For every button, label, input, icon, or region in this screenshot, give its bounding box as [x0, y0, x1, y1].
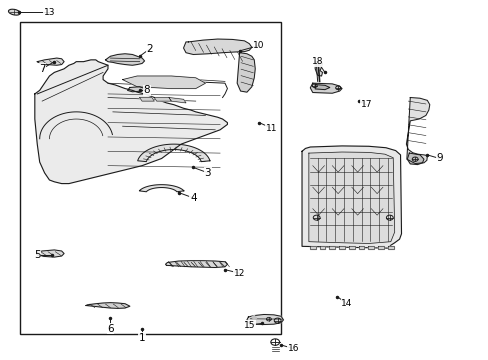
- Polygon shape: [358, 246, 364, 249]
- Polygon shape: [168, 98, 185, 103]
- Text: 17: 17: [360, 100, 371, 109]
- Polygon shape: [35, 60, 227, 184]
- Polygon shape: [183, 39, 251, 54]
- Polygon shape: [122, 76, 205, 89]
- Text: 3: 3: [204, 168, 211, 178]
- Text: 2: 2: [146, 44, 152, 54]
- Text: 12: 12: [233, 269, 245, 278]
- Polygon shape: [37, 58, 64, 65]
- Polygon shape: [407, 153, 423, 165]
- Polygon shape: [105, 54, 144, 65]
- Polygon shape: [387, 246, 393, 249]
- Polygon shape: [127, 87, 144, 92]
- Polygon shape: [348, 246, 354, 249]
- Polygon shape: [406, 98, 429, 163]
- Text: 16: 16: [287, 344, 298, 353]
- Polygon shape: [308, 152, 394, 243]
- Polygon shape: [302, 146, 401, 248]
- Text: 9: 9: [435, 153, 442, 163]
- Polygon shape: [251, 316, 256, 320]
- Polygon shape: [315, 85, 329, 90]
- Polygon shape: [154, 98, 171, 101]
- Polygon shape: [367, 246, 373, 249]
- Text: 6: 6: [107, 324, 114, 334]
- Polygon shape: [310, 83, 341, 93]
- Polygon shape: [140, 98, 154, 101]
- Text: 13: 13: [43, 8, 55, 17]
- Polygon shape: [246, 315, 283, 324]
- Text: 7: 7: [39, 64, 45, 74]
- Text: 14: 14: [341, 299, 352, 308]
- Polygon shape: [309, 246, 315, 249]
- Polygon shape: [377, 246, 383, 249]
- Polygon shape: [138, 144, 209, 162]
- Text: 1: 1: [139, 333, 145, 343]
- Ellipse shape: [8, 9, 20, 15]
- Polygon shape: [37, 250, 64, 257]
- Text: 11: 11: [265, 123, 277, 132]
- Polygon shape: [237, 53, 255, 92]
- Text: 5: 5: [34, 250, 41, 260]
- Polygon shape: [329, 246, 334, 249]
- Polygon shape: [139, 185, 183, 192]
- Polygon shape: [86, 303, 130, 309]
- Bar: [20, 22, 281, 334]
- Polygon shape: [319, 246, 325, 249]
- Text: 18: 18: [311, 57, 323, 66]
- Polygon shape: [315, 61, 322, 76]
- Polygon shape: [165, 261, 227, 267]
- Text: 8: 8: [143, 85, 150, 95]
- Polygon shape: [338, 246, 344, 249]
- Text: 4: 4: [190, 193, 196, 203]
- Text: 15: 15: [243, 321, 255, 330]
- Text: 10: 10: [253, 41, 264, 50]
